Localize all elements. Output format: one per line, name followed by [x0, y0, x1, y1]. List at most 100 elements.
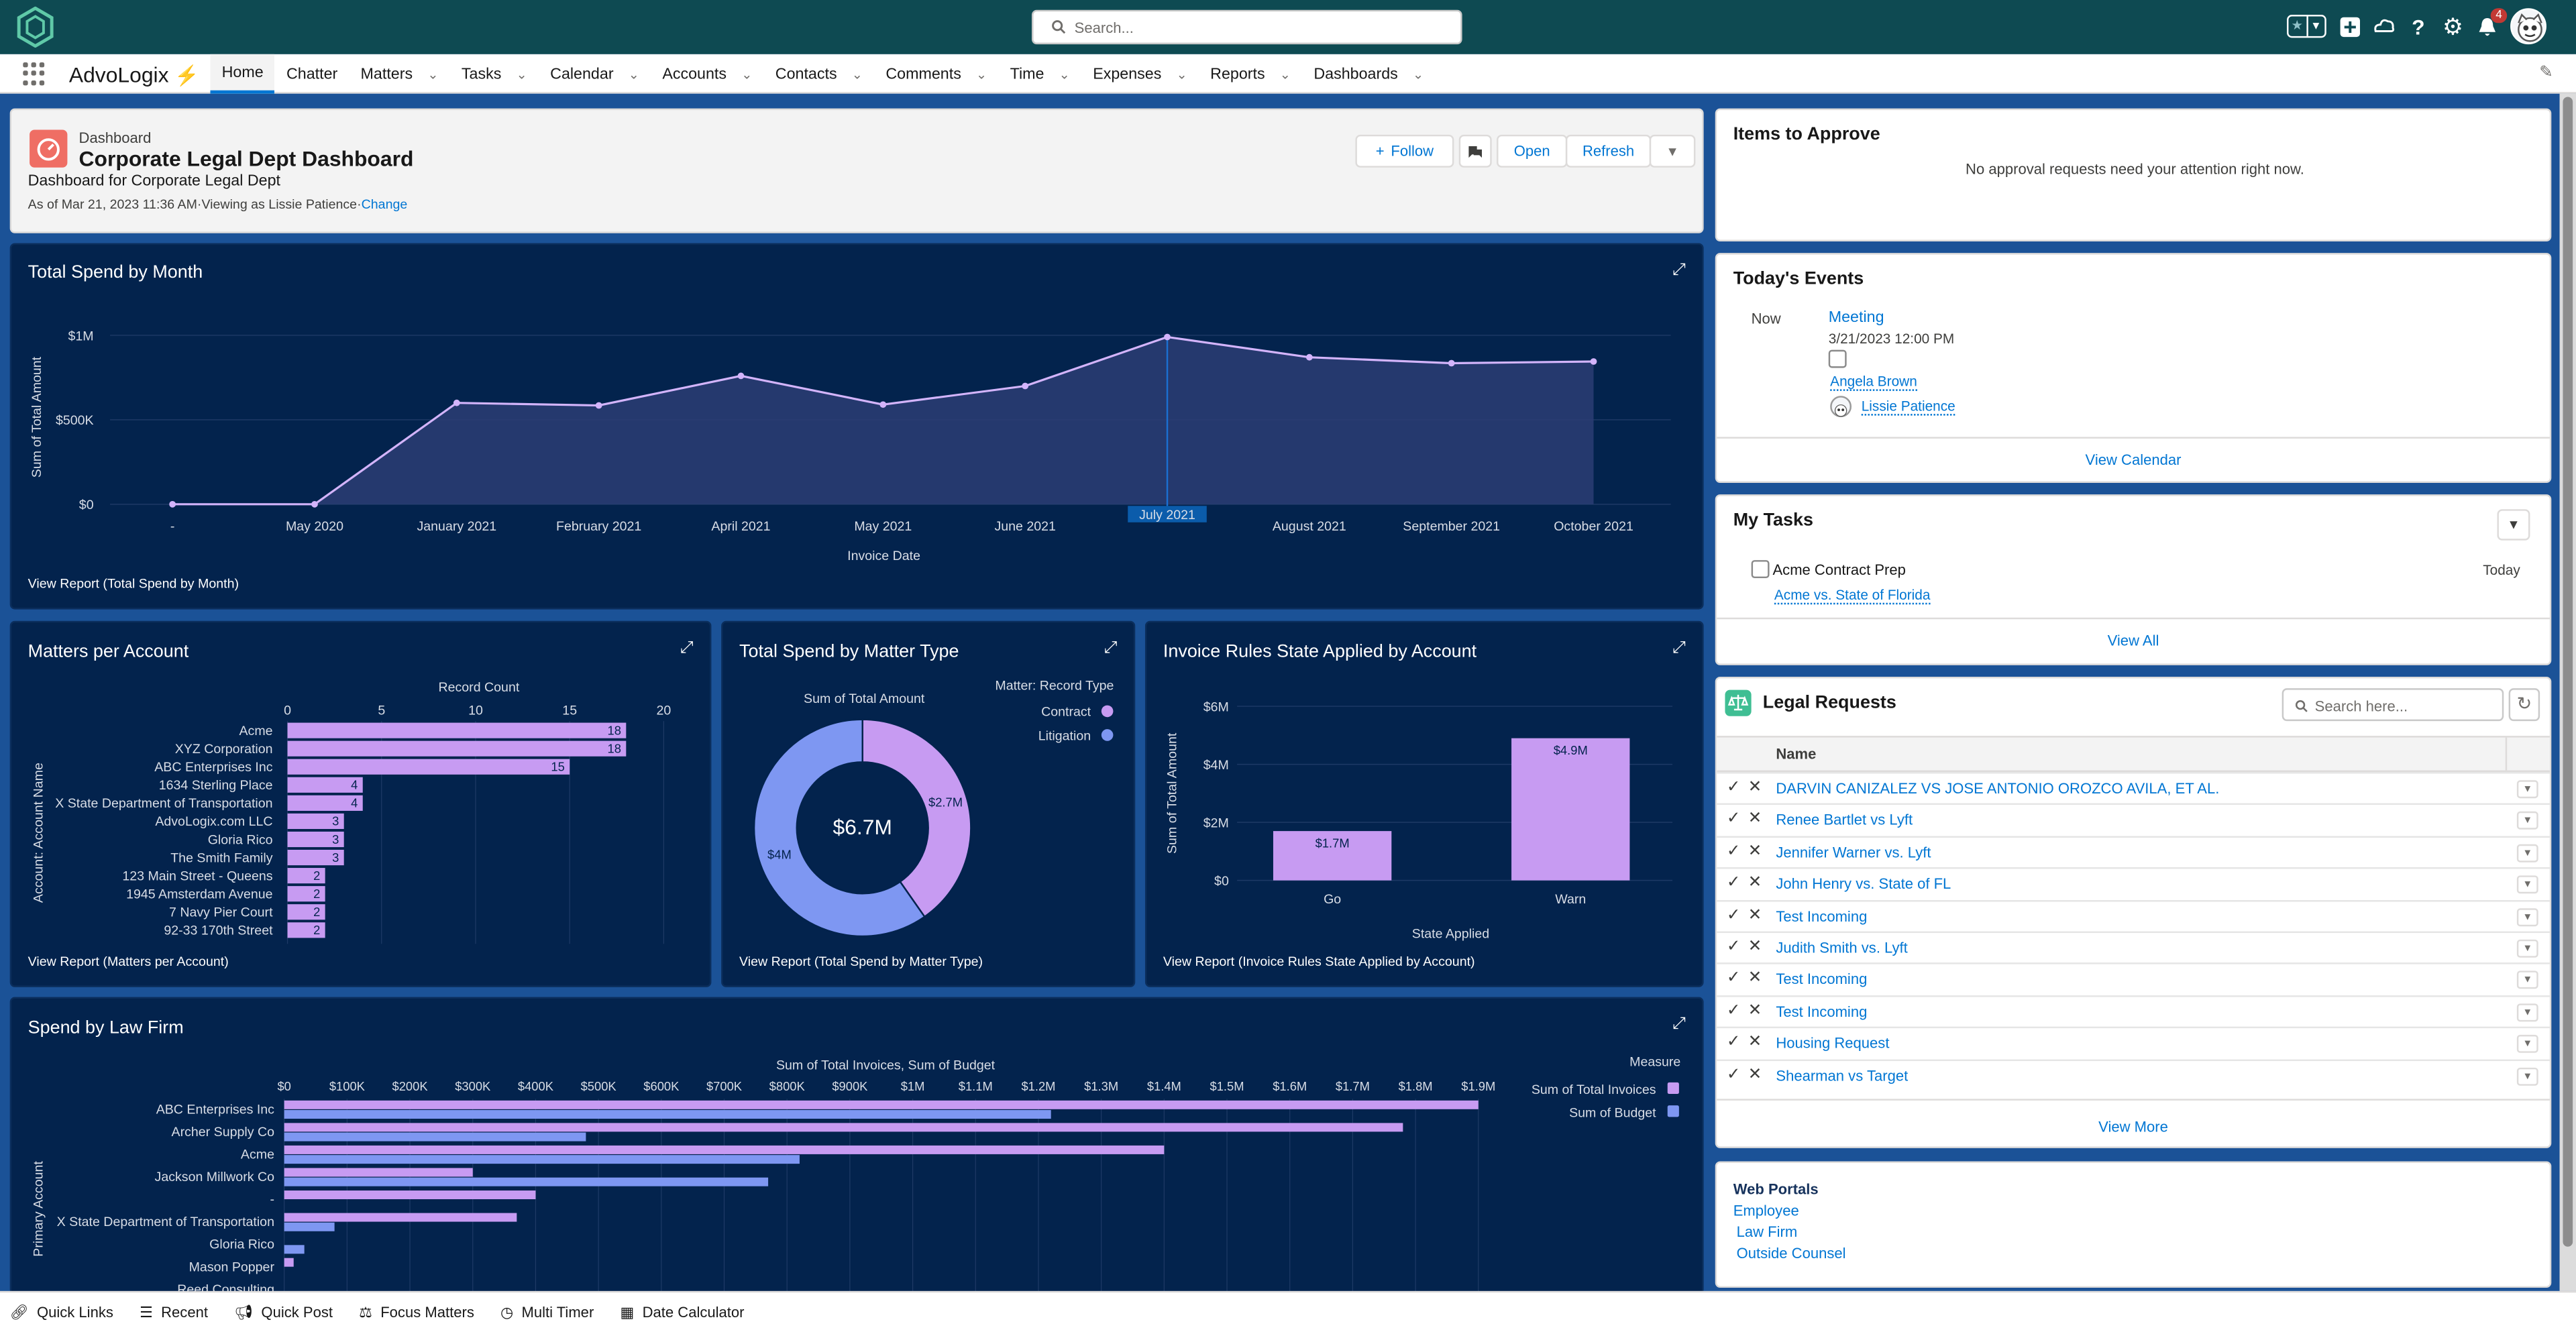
chevron-down-icon[interactable]: ⌄ — [1412, 66, 1424, 82]
reject-x-icon[interactable]: ✕ — [1748, 842, 1762, 861]
row-actions-dropdown[interactable]: ▼ — [2516, 875, 2538, 894]
legal-request-link[interactable]: DARVIN CANIZALEZ VS JOSE ANTONIO OROZCO … — [1776, 780, 2220, 797]
nav-tab-time[interactable]: Time ⌄ — [1010, 64, 1070, 83]
nav-tab-contacts[interactable]: Contacts ⌄ — [775, 64, 863, 83]
reject-x-icon[interactable]: ✕ — [1748, 874, 1762, 893]
app-launcher-icon[interactable] — [23, 62, 46, 85]
reject-x-icon[interactable]: ✕ — [1748, 1033, 1762, 1052]
nav-tab-chatter[interactable]: Chatter — [286, 64, 338, 83]
legal-request-link[interactable]: Test Incoming — [1776, 971, 1868, 988]
row-actions-dropdown[interactable]: ▼ — [2516, 907, 2538, 926]
chevron-down-icon[interactable]: ⌄ — [427, 66, 439, 82]
chevron-down-icon[interactable]: ⌄ — [741, 66, 753, 82]
trailhead-icon[interactable] — [2372, 15, 2395, 38]
reject-x-icon[interactable]: ✕ — [1748, 969, 1762, 988]
event-contact-link[interactable]: Angela Brown — [1830, 373, 1917, 391]
utility-recent[interactable]: ☰ Recent — [140, 1303, 208, 1321]
utility-date-calculator[interactable]: ▦ Date Calculator — [620, 1303, 745, 1321]
global-actions-icon[interactable] — [2338, 15, 2361, 38]
reject-x-icon[interactable]: ✕ — [1748, 778, 1762, 797]
approve-check-icon[interactable]: ✓ — [1726, 969, 1741, 988]
notifications-bell-icon[interactable]: 4 — [2476, 8, 2508, 38]
legal-request-link[interactable]: Test Incoming — [1776, 907, 1868, 924]
nav-tab-calendar[interactable]: Calendar ⌄ — [550, 64, 640, 83]
change-viewer-link[interactable]: Change — [361, 197, 408, 212]
approve-check-icon[interactable]: ✓ — [1726, 1033, 1741, 1052]
event-name-link[interactable]: Meeting — [1828, 309, 1884, 327]
page-scrollbar[interactable] — [2559, 93, 2576, 1291]
approve-check-icon[interactable]: ✓ — [1726, 905, 1741, 924]
view-more-link[interactable]: View More — [2098, 1118, 2168, 1135]
chevron-down-icon[interactable]: ⌄ — [1059, 66, 1070, 82]
chevron-down-icon[interactable]: ⌄ — [851, 66, 863, 82]
view-report-link[interactable]: View Report (Total Spend by Month) — [28, 576, 239, 592]
app-logo-icon[interactable] — [15, 6, 56, 48]
help-icon[interactable]: ? — [2412, 13, 2425, 39]
nav-tab-reports[interactable]: Reports ⌄ — [1210, 64, 1291, 83]
legal-request-link[interactable]: Housing Request — [1776, 1035, 1890, 1052]
approve-check-icon[interactable]: ✓ — [1726, 810, 1741, 829]
portal-link-outside-counsel[interactable]: Outside Counsel — [1736, 1245, 1846, 1262]
row-actions-dropdown[interactable]: ▼ — [2516, 971, 2538, 990]
row-actions-dropdown[interactable]: ▼ — [2516, 780, 2538, 799]
utility-quick-post[interactable]: 📢︎ Quick Post — [234, 1303, 333, 1321]
legal-request-link[interactable]: Jennifer Warner vs. Lyft — [1776, 844, 1931, 861]
nav-tab-dashboards[interactable]: Dashboards ⌄ — [1313, 64, 1424, 83]
view-calendar-link[interactable]: View Calendar — [2085, 451, 2182, 468]
favorites-icon[interactable]: ★ ▾ — [2287, 15, 2326, 38]
open-button[interactable]: Open — [1497, 134, 1568, 168]
approve-check-icon[interactable]: ✓ — [1726, 778, 1741, 797]
expand-icon[interactable]: ⤢ — [1672, 639, 1686, 657]
nav-tab-expenses[interactable]: Expenses ⌄ — [1093, 64, 1187, 83]
approve-check-icon[interactable]: ✓ — [1726, 842, 1741, 861]
expand-icon[interactable]: ⤢ — [1104, 639, 1118, 657]
nav-tab-home[interactable]: Home — [210, 54, 275, 94]
refresh-icon[interactable]: ↻ — [2508, 688, 2540, 722]
legal-request-link[interactable]: Test Incoming — [1776, 1003, 1868, 1020]
chevron-down-icon[interactable]: ⌄ — [1176, 66, 1187, 82]
follow-button[interactable]: + Follow — [1355, 134, 1454, 168]
subscribe-icon[interactable] — [1458, 134, 1492, 168]
tasks-filter-dropdown[interactable]: ▼ — [2497, 509, 2530, 541]
row-actions-dropdown[interactable]: ▼ — [2516, 1035, 2538, 1054]
utility-quick-links[interactable]: 🔗︎ Quick Links — [9, 1303, 113, 1321]
row-actions-dropdown[interactable]: ▼ — [2516, 812, 2538, 830]
reject-x-icon[interactable]: ✕ — [1748, 1065, 1762, 1084]
task-related-link[interactable]: Acme vs. State of Florida — [1774, 586, 1931, 605]
edit-nav-pencil-icon[interactable]: ✎ — [2539, 64, 2553, 82]
nav-tab-accounts[interactable]: Accounts ⌄ — [662, 64, 753, 83]
more-actions-dropdown[interactable]: ▼ — [1649, 134, 1696, 168]
approve-check-icon[interactable]: ✓ — [1726, 1001, 1741, 1020]
approve-check-icon[interactable]: ✓ — [1726, 1065, 1741, 1084]
view-all-tasks-link[interactable]: View All — [2107, 632, 2159, 649]
view-report-link[interactable]: View Report (Total Spend by Matter Type) — [739, 954, 983, 969]
approve-check-icon[interactable]: ✓ — [1726, 938, 1741, 956]
approve-check-icon[interactable]: ✓ — [1726, 874, 1741, 893]
reject-x-icon[interactable]: ✕ — [1748, 810, 1762, 829]
expand-icon[interactable]: ⤢ — [1672, 1015, 1686, 1034]
chevron-down-icon[interactable]: ⌄ — [1279, 66, 1291, 82]
legal-search-input[interactable]: Search here... — [2282, 688, 2504, 722]
reject-x-icon[interactable]: ✕ — [1748, 1001, 1762, 1020]
nav-tab-matters[interactable]: Matters ⌄ — [360, 64, 439, 83]
event-owner-link[interactable]: Lissie Patience — [1861, 398, 1955, 416]
chevron-down-icon[interactable]: ⌄ — [516, 66, 527, 82]
nav-tab-tasks[interactable]: Tasks ⌄ — [461, 64, 527, 83]
row-actions-dropdown[interactable]: ▼ — [2516, 1066, 2538, 1085]
nav-tab-comments[interactable]: Comments ⌄ — [885, 64, 987, 83]
row-actions-dropdown[interactable]: ▼ — [2516, 939, 2538, 958]
row-actions-dropdown[interactable]: ▼ — [2516, 1003, 2538, 1021]
refresh-button[interactable]: Refresh — [1565, 134, 1652, 168]
expand-icon[interactable]: ⤢ — [680, 639, 694, 657]
view-report-link[interactable]: View Report (Matters per Account) — [28, 954, 229, 969]
legal-request-link[interactable]: Judith Smith vs. Lyft — [1776, 939, 1908, 956]
user-avatar[interactable] — [2510, 8, 2546, 45]
reject-x-icon[interactable]: ✕ — [1748, 938, 1762, 956]
global-search-input[interactable]: Search... — [1031, 9, 1462, 45]
utility-multi-timer[interactable]: ◷ Multi Timer — [500, 1303, 594, 1321]
portal-link-employee[interactable]: Employee — [1733, 1202, 1799, 1219]
view-report-link[interactable]: View Report (Invoice Rules State Applied… — [1163, 954, 1475, 969]
reject-x-icon[interactable]: ✕ — [1748, 905, 1762, 924]
chevron-down-icon[interactable]: ⌄ — [628, 66, 640, 82]
legal-request-link[interactable]: Shearman vs Target — [1776, 1066, 1909, 1084]
